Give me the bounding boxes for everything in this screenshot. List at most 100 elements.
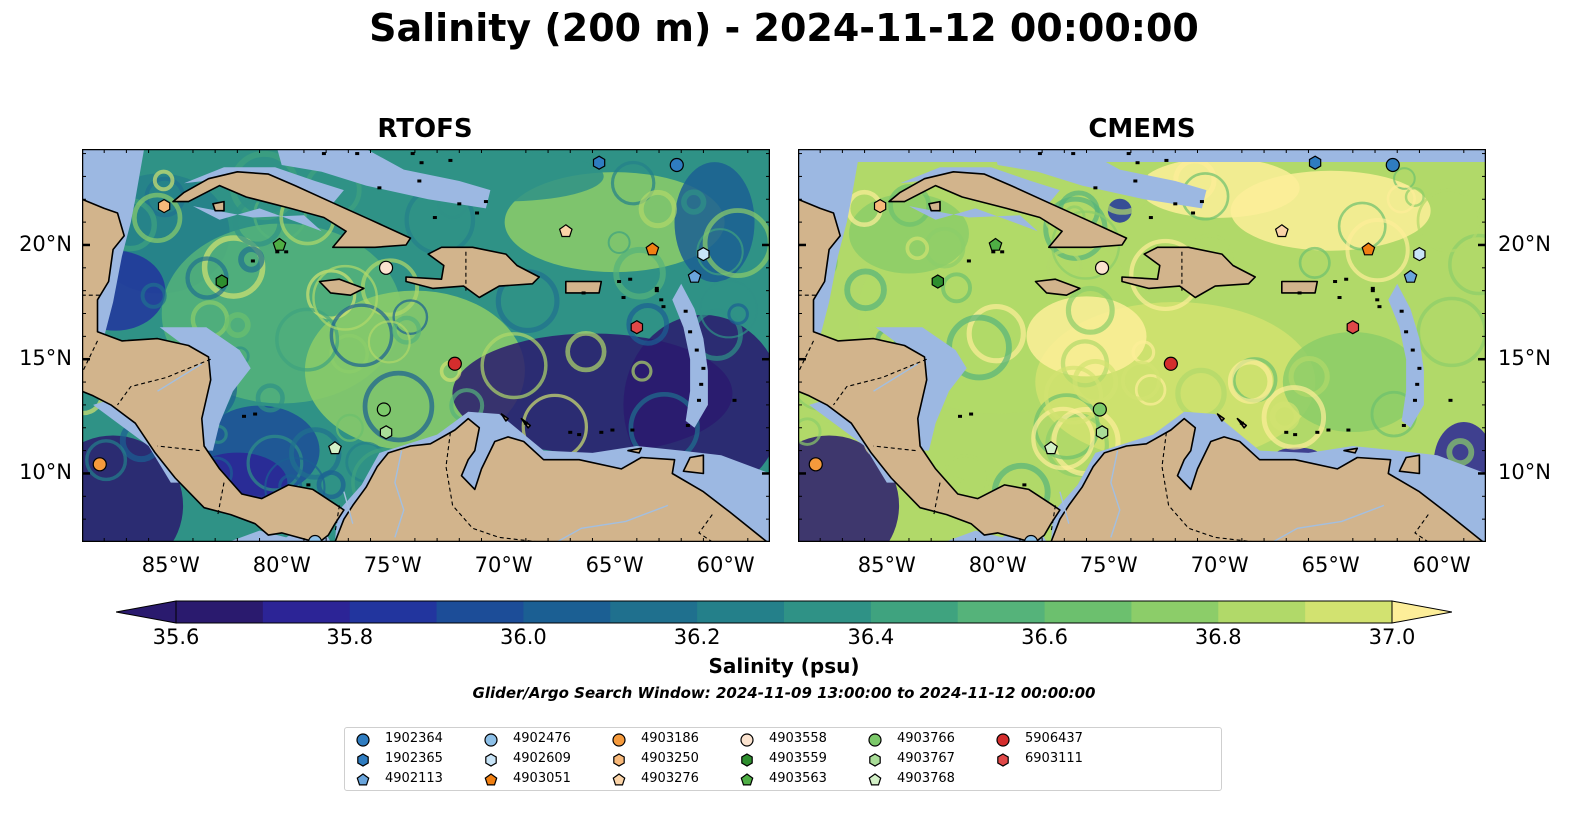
land-mass [1034, 278, 1081, 296]
legend-label: 5906437 [1025, 731, 1083, 746]
islet [250, 259, 255, 263]
land-mass [627, 447, 643, 454]
float-marker-4903559 [931, 274, 944, 289]
land-mass [82, 198, 345, 542]
eddy-swirl [681, 189, 707, 215]
legend-marker-icon [740, 733, 754, 747]
eddy-swirl [631, 360, 653, 382]
float-marker-4903051 [645, 242, 660, 256]
islet [1135, 161, 1140, 165]
colorbar-bin [436, 601, 524, 623]
islet [1370, 286, 1375, 290]
legend-label: 4903563 [769, 771, 827, 786]
islet [701, 366, 706, 370]
legend-label: 4902609 [513, 751, 571, 766]
lon-tick-label: 65°W [1301, 553, 1360, 577]
salinity-region [798, 435, 900, 542]
land-mass [334, 417, 770, 542]
colorbar-tick-label: 36.2 [673, 625, 721, 649]
islet [1410, 348, 1415, 352]
colorbar-frame [175, 600, 1393, 624]
legend-label: 4902476 [513, 731, 571, 746]
eddy-swirl [329, 303, 394, 368]
float-marker-4903768 [328, 441, 342, 455]
land-mass [1398, 454, 1421, 475]
islet [1284, 430, 1289, 434]
float-marker-4902609 [1413, 246, 1426, 262]
eddy-swirl [335, 413, 364, 442]
legend-marker-icon [356, 733, 370, 747]
country-border [334, 505, 340, 533]
lat-tick-label: 20°N [19, 231, 72, 256]
islet [1164, 158, 1169, 162]
river [157, 363, 203, 392]
legend-label: 1902365 [385, 751, 443, 766]
eddy-swirl [702, 208, 770, 279]
islet [253, 412, 258, 416]
legend-marker-icon [612, 733, 626, 747]
country-border [216, 482, 225, 518]
eddy-swirl [238, 246, 265, 273]
legend-marker-icon [868, 773, 882, 786]
lat-tick-label: 15°N [19, 346, 72, 371]
islet [1000, 250, 1005, 254]
eddy-swirl [905, 236, 930, 261]
river [1059, 491, 1070, 524]
legend-label: 4903051 [513, 771, 571, 786]
eddy-swirl [798, 417, 822, 446]
salinity-region [848, 193, 969, 274]
float-marker-4903767 [379, 425, 393, 440]
eddy-swirl [392, 299, 429, 335]
eddy-swirl [1448, 233, 1486, 296]
islet [991, 250, 996, 254]
land-mass [500, 413, 509, 422]
islet [1293, 433, 1298, 437]
land-mass [798, 198, 1061, 542]
islet [475, 211, 480, 215]
float-marker-4902609 [697, 246, 710, 262]
eddy-swirl [132, 192, 183, 244]
float-marker-4903276 [558, 224, 573, 238]
float-marker-5906437 [447, 356, 462, 371]
land-mass [212, 200, 225, 212]
islet [432, 216, 437, 220]
islet [1093, 186, 1098, 190]
salinity-region [82, 435, 184, 542]
shelf-area [909, 206, 1038, 232]
islet [284, 250, 289, 254]
islet [610, 428, 615, 432]
colorbar-tick-label: 37.0 [1368, 625, 1416, 649]
no-data-strip [798, 149, 1486, 162]
country-border [1161, 432, 1256, 542]
colorbar-bin [1044, 601, 1132, 623]
country-border [445, 432, 540, 542]
eddy-swirl [610, 160, 656, 206]
colorbar-bin [784, 601, 872, 623]
river [556, 504, 669, 542]
legend-label: 4903558 [769, 731, 827, 746]
shelf-area [193, 206, 322, 232]
islet [577, 433, 582, 437]
legend-label: 4903767 [897, 751, 955, 766]
islet [969, 412, 974, 416]
land-mass [564, 280, 603, 294]
country-border [117, 358, 211, 406]
eddy-swirl [201, 235, 266, 299]
legend-marker-icon [484, 773, 498, 786]
country-border [157, 445, 200, 452]
float-marker-4902476 [1023, 534, 1039, 542]
float-marker-4903767 [1095, 425, 1109, 440]
float-marker-4903559 [215, 274, 228, 289]
islet [1448, 398, 1453, 402]
float-marker-1902365 [592, 155, 606, 170]
eddy-swirl [1404, 186, 1425, 207]
eddy-swirl [1345, 218, 1410, 283]
map-panel-rtofs [82, 149, 770, 542]
lat-tick-label: 15°N [1498, 346, 1551, 371]
shelf-area [993, 149, 1207, 209]
islet [581, 291, 586, 295]
eddy-swirl [1393, 167, 1416, 190]
salinity-region [1282, 332, 1423, 433]
islet [1412, 398, 1417, 402]
islet [1344, 277, 1349, 281]
